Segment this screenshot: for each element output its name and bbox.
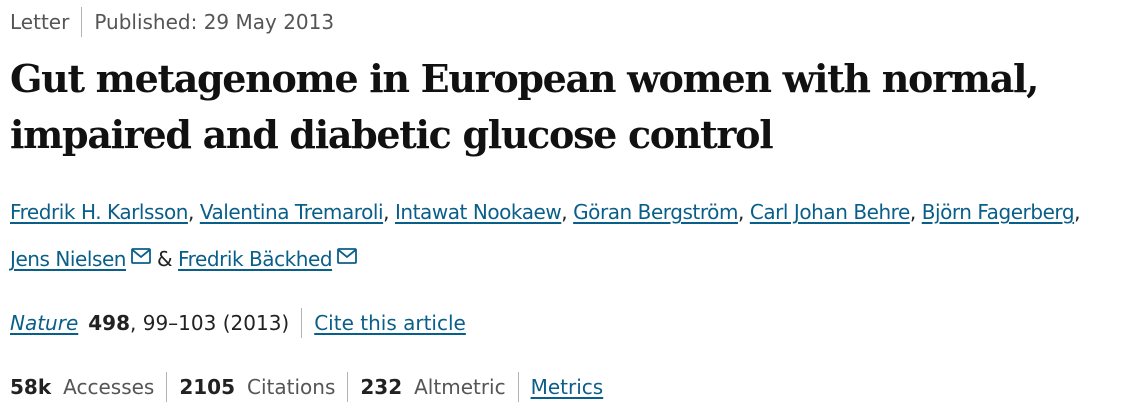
author-link[interactable]: Fredrik H. Karlsson — [10, 200, 188, 224]
meta-divider — [81, 7, 83, 37]
metrics-divider — [166, 372, 168, 402]
publication-date: Published: 29 May 2013 — [94, 10, 335, 34]
altmetric-label: Altmetric — [414, 375, 506, 399]
metrics-divider — [347, 372, 349, 402]
citation-divider — [301, 308, 303, 338]
metrics-link[interactable]: Metrics — [530, 375, 604, 399]
author-link-corresponding[interactable]: Jens Nielsen — [10, 247, 127, 271]
journal-pages: , 99–103 (2013) — [130, 311, 290, 335]
citation-info: Nature 498 , 99–103 (2013) Cite this art… — [10, 301, 1114, 345]
citations-count: 2105 — [179, 375, 236, 399]
accesses-count: 58k — [10, 375, 52, 399]
author-separator: , — [383, 200, 390, 224]
mail-icon[interactable] — [337, 248, 357, 264]
author-list: Fredrik H. Karlsson, Valentina Tremaroli… — [10, 189, 1114, 283]
journal-name: Nature — [10, 311, 79, 335]
cite-article-link[interactable]: Cite this article — [314, 311, 466, 335]
author-link-corresponding[interactable]: Fredrik Bäckhed — [178, 247, 333, 271]
metrics-divider — [517, 372, 519, 402]
author-separator: , — [187, 200, 194, 224]
title-line-2: impaired and diabetic glucose control — [10, 112, 774, 157]
author-link[interactable]: Göran Bergström — [573, 200, 738, 224]
mail-icon[interactable] — [131, 248, 151, 264]
journal-link[interactable]: Nature — [10, 311, 78, 335]
author-link[interactable]: Valentina Tremaroli — [199, 200, 384, 224]
journal-volume: 498 — [88, 311, 131, 335]
altmetric-count: 232 — [360, 375, 403, 399]
author-link[interactable]: Intawat Nookaew — [394, 200, 562, 224]
author-separator: , — [737, 200, 744, 224]
author-link[interactable]: Björn Fagerberg — [921, 200, 1075, 224]
article-meta: Letter Published: 29 May 2013 — [10, 6, 1114, 38]
author-separator: , — [909, 200, 916, 224]
author-link[interactable]: Carl Johan Behre — [749, 200, 910, 224]
article-title: Gut metagenome in European women with no… — [10, 51, 1114, 163]
citations-label: Citations — [247, 375, 336, 399]
article-metrics: 58k Accesses 2105 Citations 232 Altmetri… — [10, 365, 1114, 409]
author-separator: , — [561, 200, 568, 224]
title-line-1: Gut metagenome in European women with no… — [10, 56, 1039, 101]
article-type: Letter — [10, 10, 70, 34]
author-ampersand: & — [156, 247, 173, 271]
article-header: Letter Published: 29 May 2013 Gut metage… — [10, 0, 1114, 409]
accesses-label: Accesses — [63, 375, 155, 399]
author-separator: , — [1074, 200, 1081, 224]
